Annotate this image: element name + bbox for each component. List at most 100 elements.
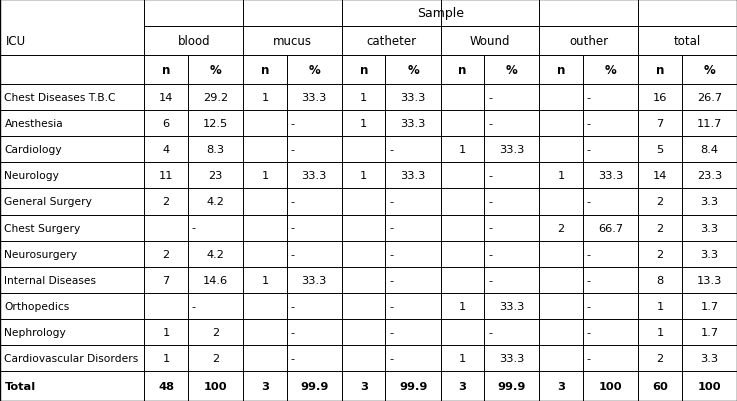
Text: 16: 16: [653, 93, 667, 103]
Text: -: -: [488, 275, 492, 285]
Text: 11.7: 11.7: [696, 119, 722, 129]
Text: 23: 23: [209, 171, 223, 181]
Text: 33.3: 33.3: [499, 353, 525, 363]
Text: 100: 100: [697, 381, 722, 391]
Text: 1: 1: [262, 275, 268, 285]
Text: 14: 14: [159, 93, 173, 103]
Text: 4.2: 4.2: [206, 197, 225, 207]
Text: -: -: [192, 301, 196, 311]
Text: Wound: Wound: [470, 35, 510, 48]
Text: Internal Diseases: Internal Diseases: [4, 275, 97, 285]
Text: 2: 2: [212, 327, 219, 337]
Text: Anesthesia: Anesthesia: [4, 119, 63, 129]
Text: 60: 60: [652, 381, 668, 391]
Text: -: -: [389, 145, 394, 155]
Text: -: -: [290, 119, 295, 129]
Text: 2: 2: [657, 197, 663, 207]
Text: 1: 1: [459, 353, 466, 363]
Text: 1: 1: [459, 301, 466, 311]
Text: 99.9: 99.9: [497, 381, 526, 391]
Text: 3.3: 3.3: [700, 353, 719, 363]
Text: 1: 1: [360, 119, 367, 129]
Text: 33.3: 33.3: [400, 171, 426, 181]
Text: -: -: [587, 327, 591, 337]
Text: -: -: [587, 301, 591, 311]
Text: 2: 2: [212, 353, 219, 363]
Text: 12.5: 12.5: [203, 119, 228, 129]
Text: 4.2: 4.2: [206, 249, 225, 259]
Text: catheter: catheter: [366, 35, 416, 48]
Text: 66.7: 66.7: [598, 223, 624, 233]
Text: 3.3: 3.3: [700, 223, 719, 233]
Text: 29.2: 29.2: [203, 93, 228, 103]
Text: 2: 2: [657, 223, 663, 233]
Text: -: -: [389, 249, 394, 259]
Text: 11: 11: [159, 171, 173, 181]
Text: %: %: [309, 64, 320, 77]
Text: Chest Diseases T.B.C: Chest Diseases T.B.C: [4, 93, 116, 103]
Text: 33.3: 33.3: [499, 145, 525, 155]
Text: n: n: [360, 64, 368, 77]
Text: 33.3: 33.3: [400, 119, 426, 129]
Text: mucus: mucus: [273, 35, 312, 48]
Text: 1: 1: [163, 327, 170, 337]
Text: 8.3: 8.3: [206, 145, 225, 155]
Text: total: total: [674, 35, 701, 48]
Text: 1.7: 1.7: [700, 301, 719, 311]
Text: blood: blood: [178, 35, 210, 48]
Text: 23.3: 23.3: [696, 171, 722, 181]
Text: Neurosurgery: Neurosurgery: [4, 249, 77, 259]
Text: -: -: [488, 327, 492, 337]
Text: -: -: [192, 223, 196, 233]
Text: 1: 1: [459, 145, 466, 155]
Text: n: n: [458, 64, 467, 77]
Text: 33.3: 33.3: [400, 93, 426, 103]
Text: -: -: [587, 249, 591, 259]
Text: 7: 7: [657, 119, 663, 129]
Text: 1: 1: [163, 353, 170, 363]
Text: n: n: [261, 64, 269, 77]
Text: 99.9: 99.9: [300, 381, 329, 391]
Text: n: n: [162, 64, 170, 77]
Text: ICU: ICU: [6, 35, 26, 48]
Text: -: -: [587, 353, 591, 363]
Text: -: -: [290, 301, 295, 311]
Text: -: -: [389, 301, 394, 311]
Text: %: %: [605, 64, 616, 77]
Text: Cardiovascular Disorders: Cardiovascular Disorders: [4, 353, 139, 363]
Text: -: -: [389, 275, 394, 285]
Text: -: -: [389, 223, 394, 233]
Text: 33.3: 33.3: [301, 93, 327, 103]
Text: 6: 6: [163, 119, 170, 129]
Text: 33.3: 33.3: [598, 171, 624, 181]
Text: -: -: [587, 119, 591, 129]
Text: -: -: [587, 275, 591, 285]
Text: General Surgery: General Surgery: [4, 197, 92, 207]
Text: n: n: [557, 64, 565, 77]
Text: 2: 2: [558, 223, 565, 233]
Text: -: -: [587, 145, 591, 155]
Text: 8.4: 8.4: [700, 145, 719, 155]
Text: 1.7: 1.7: [700, 327, 719, 337]
Text: 1: 1: [657, 327, 663, 337]
Text: 1: 1: [360, 93, 367, 103]
Text: 13.3: 13.3: [696, 275, 722, 285]
Text: 100: 100: [598, 381, 623, 391]
Text: -: -: [488, 171, 492, 181]
Text: 3.3: 3.3: [700, 197, 719, 207]
Text: 1: 1: [262, 171, 268, 181]
Text: 1: 1: [657, 301, 663, 311]
Text: 33.3: 33.3: [499, 301, 525, 311]
Text: 33.3: 33.3: [301, 275, 327, 285]
Text: 8: 8: [657, 275, 663, 285]
Text: 14: 14: [653, 171, 667, 181]
Text: 2: 2: [163, 197, 170, 207]
Text: 2: 2: [163, 249, 170, 259]
Text: Chest Surgery: Chest Surgery: [4, 223, 80, 233]
Text: -: -: [488, 93, 492, 103]
Text: %: %: [704, 64, 715, 77]
Text: -: -: [290, 327, 295, 337]
Text: Cardiology: Cardiology: [4, 145, 62, 155]
Text: 3: 3: [261, 381, 269, 391]
Text: 2: 2: [657, 353, 663, 363]
